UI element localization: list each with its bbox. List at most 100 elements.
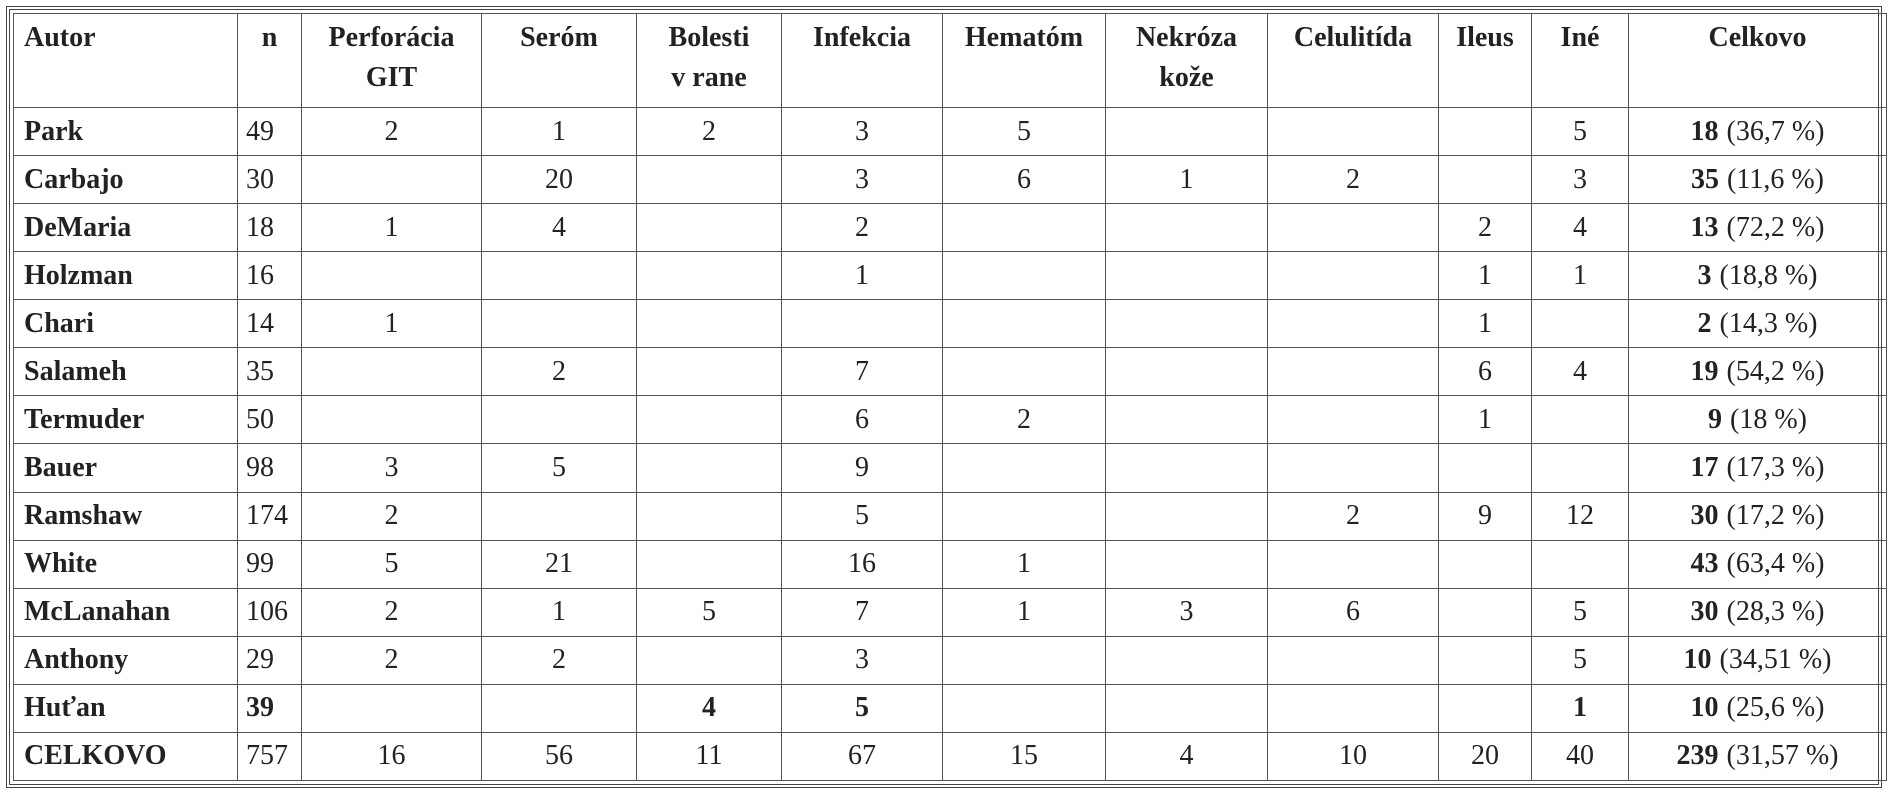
total-percent: (18 %) (1730, 403, 1807, 435)
table-cell: 2 (481, 347, 637, 397)
empty-cell (636, 539, 782, 589)
table-cell: 11 (636, 731, 782, 782)
table-row: White 99 5 21 16 1 43 (63,4 %) (13, 539, 1887, 589)
empty-cell (301, 683, 482, 733)
author-cell: DeMaria (13, 203, 238, 253)
empty-cell (636, 635, 782, 685)
table-head: Autor n Perforácia GIT Seróm Bolesti v rane Inf… (13, 13, 1887, 108)
empty-cell (942, 299, 1106, 349)
table-cell: 35 (237, 347, 302, 397)
table-cell: 1 (942, 539, 1106, 589)
total-percent: (17,3 %) (1726, 451, 1825, 483)
table-cell: 5 (942, 106, 1106, 157)
total-percent: (25,6 %) (1726, 692, 1825, 724)
author-cell: Carbajo (13, 155, 238, 205)
author-cell: Bauer (13, 443, 238, 493)
total-count: 30 (1690, 500, 1719, 532)
total-count: 9 (1708, 403, 1722, 435)
author-cell: Ramshaw (13, 491, 238, 541)
empty-cell (481, 683, 637, 733)
table-cell: 67 (781, 731, 943, 782)
table-cell: 2 (781, 203, 943, 253)
table-cell: 6 (942, 155, 1106, 205)
author-cell: Huťan (13, 683, 238, 733)
table-cell: 56 (481, 731, 637, 782)
column-header: Iné (1531, 13, 1629, 108)
table-cell: 1 (1438, 395, 1532, 445)
table-cell: 6 (1267, 587, 1439, 637)
empty-cell (942, 491, 1106, 541)
table-cell: 9 (781, 443, 943, 493)
table-row: Holzman 16 1 1 1 3 (18,8 %) (13, 251, 1887, 301)
empty-cell (481, 251, 637, 301)
header-text: Iné (1560, 22, 1600, 53)
table-cell: 5 (481, 443, 637, 493)
table-cell: 16 (301, 731, 482, 782)
header-text: Ileus (1456, 22, 1514, 53)
total-cell: 3 (18,8 %) (1628, 251, 1887, 301)
total-count: 19 (1690, 355, 1719, 387)
table-cell: 174 (237, 491, 302, 541)
empty-cell (636, 395, 782, 445)
empty-cell (1267, 347, 1439, 397)
total-percent: (63,4 %) (1726, 548, 1825, 580)
empty-cell (1105, 251, 1268, 301)
total-count: 10 (1683, 644, 1712, 676)
total-cell: 10 (34,51 %) (1628, 635, 1887, 685)
author-cell: Park (13, 106, 238, 157)
total-percent: (36,7 %) (1726, 115, 1825, 147)
empty-cell (1267, 395, 1439, 445)
table-cell: 1 (1438, 299, 1532, 349)
empty-cell (1438, 683, 1532, 733)
empty-cell (1105, 683, 1268, 733)
table-cell: 3 (1531, 155, 1629, 205)
total-cell: 18 (36,7 %) (1628, 106, 1887, 157)
table-cell: 12 (1531, 491, 1629, 541)
table-cell: 2 (301, 106, 482, 157)
table-row: Chari 14 1 1 2 (14,3 %) (13, 299, 1887, 349)
header-text: Hematóm (964, 22, 1084, 53)
empty-cell (481, 395, 637, 445)
table-cell: 4 (1531, 203, 1629, 253)
table-cell: 4 (1105, 731, 1268, 782)
empty-cell (942, 443, 1106, 493)
table-cell: 30 (237, 155, 302, 205)
empty-cell (1267, 683, 1439, 733)
table-cell: 5 (636, 587, 782, 637)
table-row: Huťan 39 4 5 1 10 (25,6 %) (13, 683, 1887, 733)
header-text: Infekcia (813, 22, 911, 53)
table-cell: 98 (237, 443, 302, 493)
total-percent: (11,6 %) (1727, 163, 1824, 195)
table-cell: 2 (301, 635, 482, 685)
total-count: 30 (1690, 596, 1719, 628)
column-header: Ileus (1438, 13, 1532, 108)
table-row: Bauer 98 3 5 9 17 (17,3 %) (13, 443, 1887, 493)
empty-cell (301, 347, 482, 397)
header-text: n (261, 22, 278, 53)
table-cell: 2 (481, 635, 637, 685)
total-percent: (31,57 %) (1726, 740, 1839, 772)
column-header: Infekcia (781, 13, 943, 108)
complications-table: Autor n Perforácia GIT Seróm Bolesti v rane Inf… (13, 13, 1887, 782)
empty-cell (301, 155, 482, 205)
column-header: Celulitída (1267, 13, 1439, 108)
table-cell: 1 (301, 299, 482, 349)
empty-cell (1531, 539, 1629, 589)
author-cell: Chari (13, 299, 238, 349)
column-header: Seróm (481, 13, 637, 108)
total-cell: 19 (54,2 %) (1628, 347, 1887, 397)
table-cell: 16 (237, 251, 302, 301)
empty-cell (1267, 299, 1439, 349)
empty-cell (1267, 251, 1439, 301)
table-cell: 2 (1438, 203, 1532, 253)
column-header: Hematóm (942, 13, 1106, 108)
table-row: McLanahan 106 2 1 5 7 1 3 6 5 30 (28,3 %) (13, 587, 1887, 637)
empty-cell (481, 491, 637, 541)
table-cell: 15 (942, 731, 1106, 782)
total-count: 13 (1690, 211, 1719, 243)
table-cell: 4 (636, 683, 782, 733)
table-cell: 106 (237, 587, 302, 637)
empty-cell (301, 251, 482, 301)
table-cell: 2 (301, 491, 482, 541)
